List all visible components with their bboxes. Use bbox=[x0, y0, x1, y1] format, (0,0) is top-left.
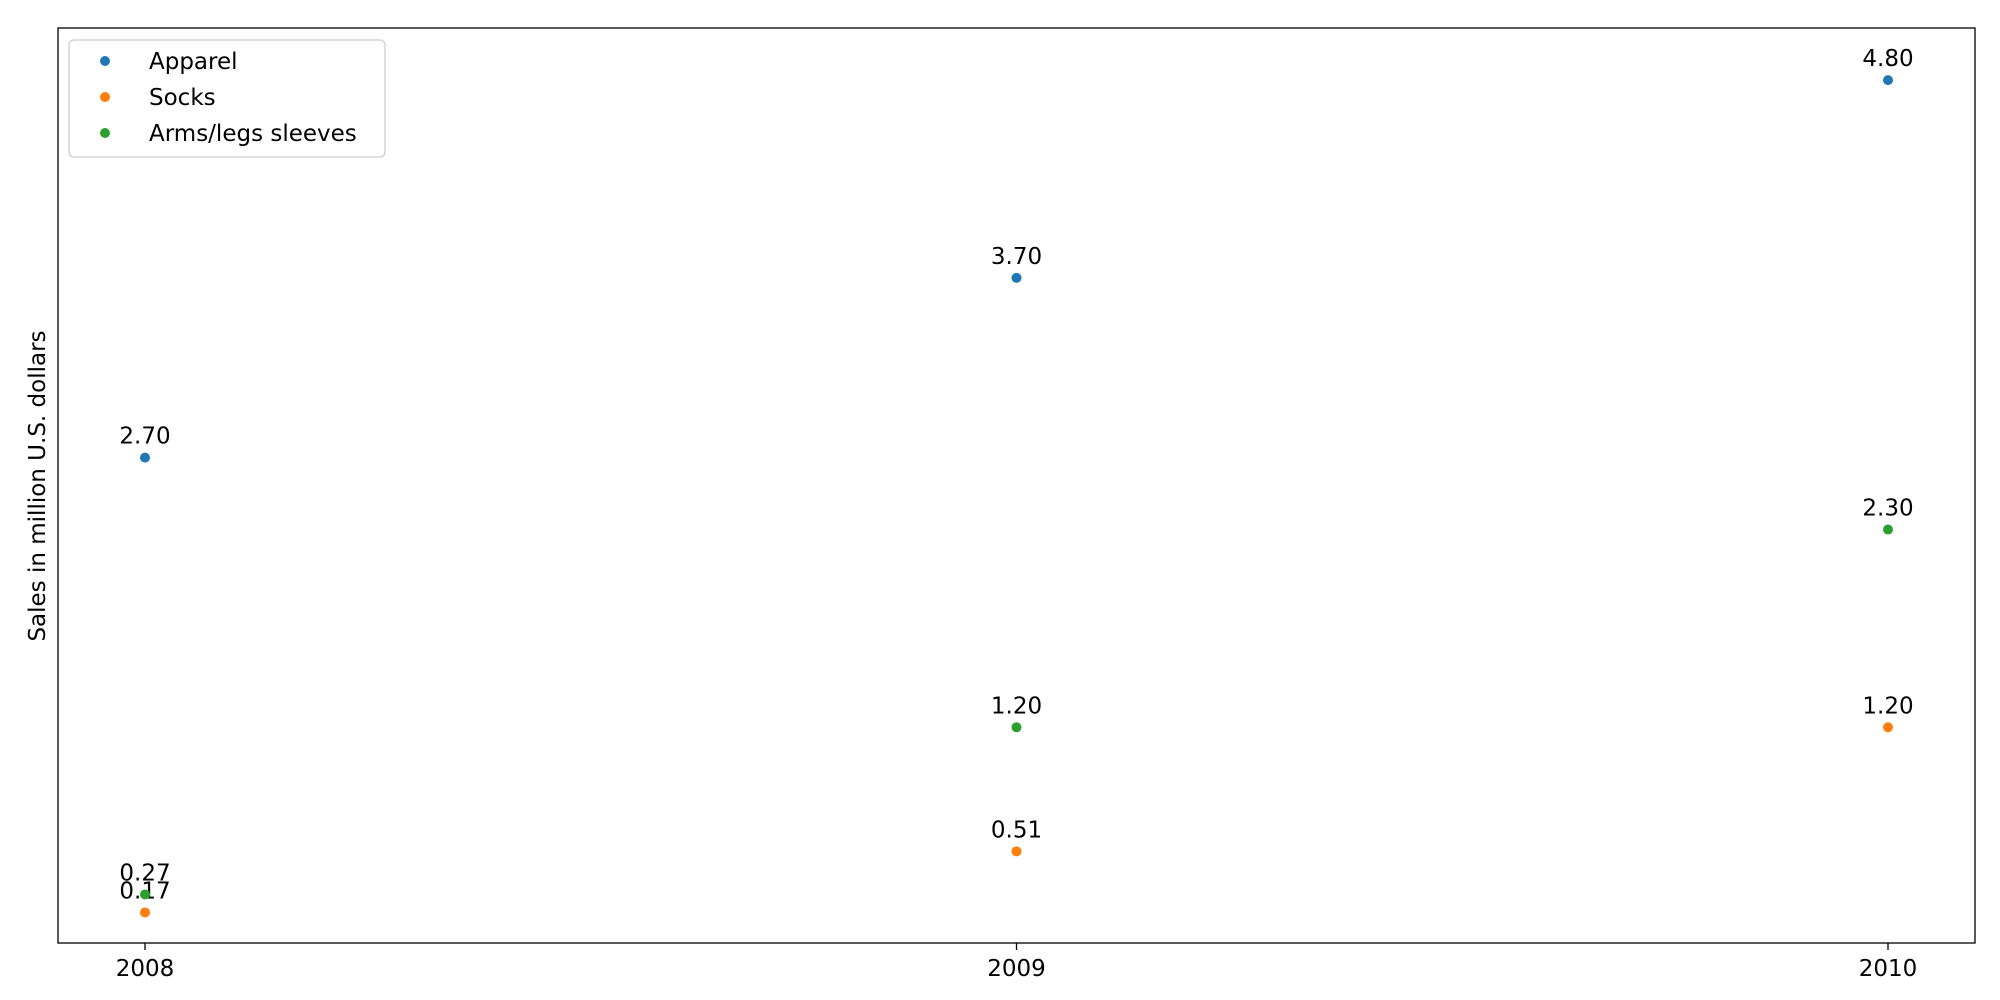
y-axis-label: Sales in million U.S. dollars bbox=[25, 330, 51, 641]
legend-marker bbox=[100, 92, 110, 102]
data-point bbox=[1883, 722, 1893, 733]
data-point bbox=[140, 452, 150, 463]
legend-box bbox=[68, 39, 386, 158]
data-label: 1.20 bbox=[991, 693, 1042, 719]
plot-frame bbox=[57, 27, 1976, 944]
x-tick-label: 2010 bbox=[1859, 956, 1918, 982]
data-label: 0.27 bbox=[119, 860, 170, 886]
data-label: 0.51 bbox=[991, 817, 1042, 843]
legend-label: Socks bbox=[149, 85, 216, 111]
legend-label: Apparel bbox=[149, 49, 238, 75]
legend-marker bbox=[100, 56, 110, 66]
x-tick-label: 2008 bbox=[116, 956, 175, 982]
data-point bbox=[1011, 722, 1022, 733]
data-points: 2.703.704.800.170.511.200.271.202.30 bbox=[119, 46, 1914, 918]
legend-label: Arms/legs sleeves bbox=[149, 121, 357, 147]
data-point bbox=[140, 889, 150, 900]
x-tick-label: 2009 bbox=[987, 956, 1046, 982]
data-label: 2.30 bbox=[1862, 496, 1913, 522]
data-point bbox=[1883, 75, 1893, 86]
data-point bbox=[1883, 524, 1893, 535]
data-point bbox=[1011, 846, 1022, 857]
legend: Apparel Socks Arms/legs sleeves bbox=[68, 39, 386, 158]
legend-marker bbox=[100, 128, 110, 138]
data-label: 3.70 bbox=[991, 244, 1042, 270]
data-point bbox=[140, 907, 150, 918]
data-label: 4.80 bbox=[1862, 46, 1913, 72]
data-label: 1.20 bbox=[1862, 693, 1913, 719]
data-point bbox=[1011, 272, 1022, 283]
data-label: 2.70 bbox=[119, 424, 170, 450]
x-axis: 2008 2009 2010 bbox=[116, 943, 1918, 982]
